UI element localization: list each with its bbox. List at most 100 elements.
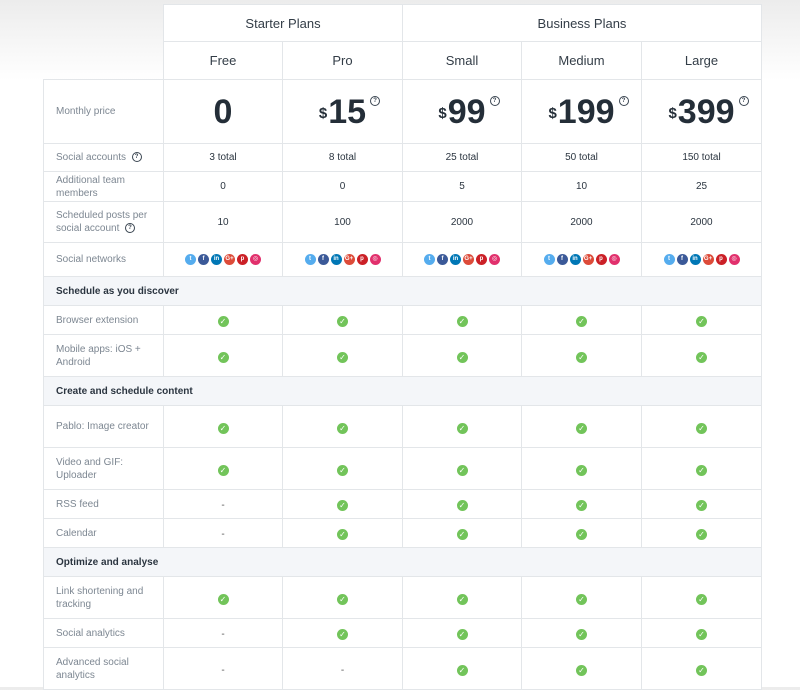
linkedin-icon: in [330,253,342,265]
feature-cell-medium: ✓ [521,518,642,548]
currency-symbol: $ [548,104,557,122]
help-icon[interactable]: ? [738,95,749,106]
currency-symbol: $ [318,104,328,122]
check-icon: ✓ [576,316,587,327]
feature-label: Social analytics [43,618,164,648]
social-networks-medium: t f in G+ p ◎ [521,242,642,277]
facebook-icon: f [556,253,568,265]
price-cell-pro: $15? [282,79,403,144]
team-members-row: Additional team members 0 0 5 10 25 [43,171,762,202]
pinterest-icon: p [595,253,607,265]
business-plans-header: Business Plans [402,4,762,42]
plan-name-small: Small [402,41,522,80]
linkedin-icon: in [689,253,701,265]
check-icon: ✓ [337,422,348,434]
plan-name-large: Large [641,41,762,80]
feature-label: Link shortening and tracking [43,576,164,619]
twitter-icon: t [185,253,196,265]
feature-row: Video and GIF: Uploader ✓ ✓ ✓ ✓ ✓ [43,447,762,490]
not-included-dash: - [221,664,225,676]
plan-name-pro: Pro [282,41,403,80]
section-header: Optimize and analyse [43,547,762,577]
feature-row: RSS feed - ✓ ✓ ✓ ✓ [43,489,762,519]
feature-cell-pro: ✓ [282,489,403,519]
price-row: Monthly price $0 $15? $99? $199? $399? [43,79,762,144]
feature-cell-free: - [163,618,283,648]
google-plus-icon: G+ [702,253,714,265]
not-included-dash: - [340,664,345,676]
feature-cell-small: ✓ [402,334,522,377]
help-icon[interactable]: ? [124,223,135,234]
check-icon: ✓ [696,351,707,363]
help-icon[interactable]: ? [618,95,629,106]
facebook-icon: f [676,253,688,265]
feature-cell-medium: ✓ [521,647,642,690]
feature-cell-medium: ✓ [521,405,642,448]
check-icon: ✓ [456,629,468,640]
pricing-table: Starter Plans Business Plans Free Pro Sm… [43,4,762,690]
check-icon: ✓ [696,422,707,434]
help-icon[interactable]: ? [131,152,142,163]
feature-row: Pablo: Image creator ✓ ✓ ✓ ✓ ✓ [43,405,762,448]
feature-row: Social analytics - ✓ ✓ ✓ ✓ [43,618,762,648]
feature-label: Browser extension [43,305,164,335]
scheduled-posts-small: 2000 [402,201,522,243]
feature-cell-large: ✓ [641,518,762,548]
linkedin-icon: in [569,253,581,265]
feature-cell-free: ✓ [163,305,283,335]
feature-label: Advanced social analytics [43,647,164,690]
check-icon: ✓ [456,593,468,605]
team-members-free: 0 [163,171,283,202]
check-icon: ✓ [696,500,707,511]
social-networks-small: t f in G+ p ◎ [402,242,522,277]
team-members-large: 25 [641,171,762,202]
team-members-pro: 0 [282,171,403,202]
check-icon: ✓ [576,664,587,676]
help-icon[interactable]: ? [489,95,500,106]
price-cell-large: $399? [641,79,762,144]
check-icon: ✓ [337,629,348,640]
price-amount: 399 [677,92,735,131]
linkedin-icon: in [211,253,222,265]
plan-name-medium: Medium [521,41,642,80]
feature-cell-large: ✓ [641,576,762,619]
feature-cell-large: ✓ [641,447,762,490]
check-icon: ✓ [217,422,229,434]
check-icon: ✓ [217,351,229,363]
social-networks-free: t f in G+ p ◎ [163,242,283,277]
help-icon[interactable]: ? [370,95,381,106]
price-free: $0 [214,92,233,132]
check-icon: ✓ [576,422,587,434]
facebook-icon: f [198,253,209,265]
price-amount: 15 [328,92,367,131]
check-icon: ✓ [337,593,348,605]
team-members-small: 5 [402,171,522,202]
section-title: Optimize and analyse [43,547,762,577]
twitter-icon: t [304,253,316,265]
feature-cell-medium: ✓ [521,489,642,519]
check-icon: ✓ [217,316,229,327]
scheduled-posts-label: Scheduled posts per social account ? [43,201,164,243]
feature-label: Mobile apps: iOS + Android [43,334,164,377]
check-icon: ✓ [456,464,468,476]
feature-row: Link shortening and tracking ✓ ✓ ✓ ✓ ✓ [43,576,762,619]
price-amount: 99 [447,92,486,131]
twitter-icon: t [424,253,435,265]
facebook-icon: f [317,253,329,265]
feature-row: Advanced social analytics - - ✓ ✓ ✓ [43,647,762,690]
feature-cell-free: ✓ [163,405,283,448]
feature-cell-large: ✓ [641,305,762,335]
feature-cell-large: ✓ [641,489,762,519]
pinterest-icon: p [476,253,487,265]
social-networks-pro: t f in G+ p ◎ [282,242,403,277]
check-icon: ✓ [696,316,707,327]
social-networks-label: Social networks [43,242,164,277]
feature-cell-large: ✓ [641,647,762,690]
google-plus-icon: G+ [463,253,474,265]
social-networks-large: t f in G+ p ◎ [641,242,762,277]
price-cell-small: $99? [402,79,522,144]
instagram-icon: ◎ [369,253,381,265]
feature-label: Pablo: Image creator [43,405,164,448]
check-icon: ✓ [337,351,348,363]
feature-cell-medium: ✓ [521,447,642,490]
